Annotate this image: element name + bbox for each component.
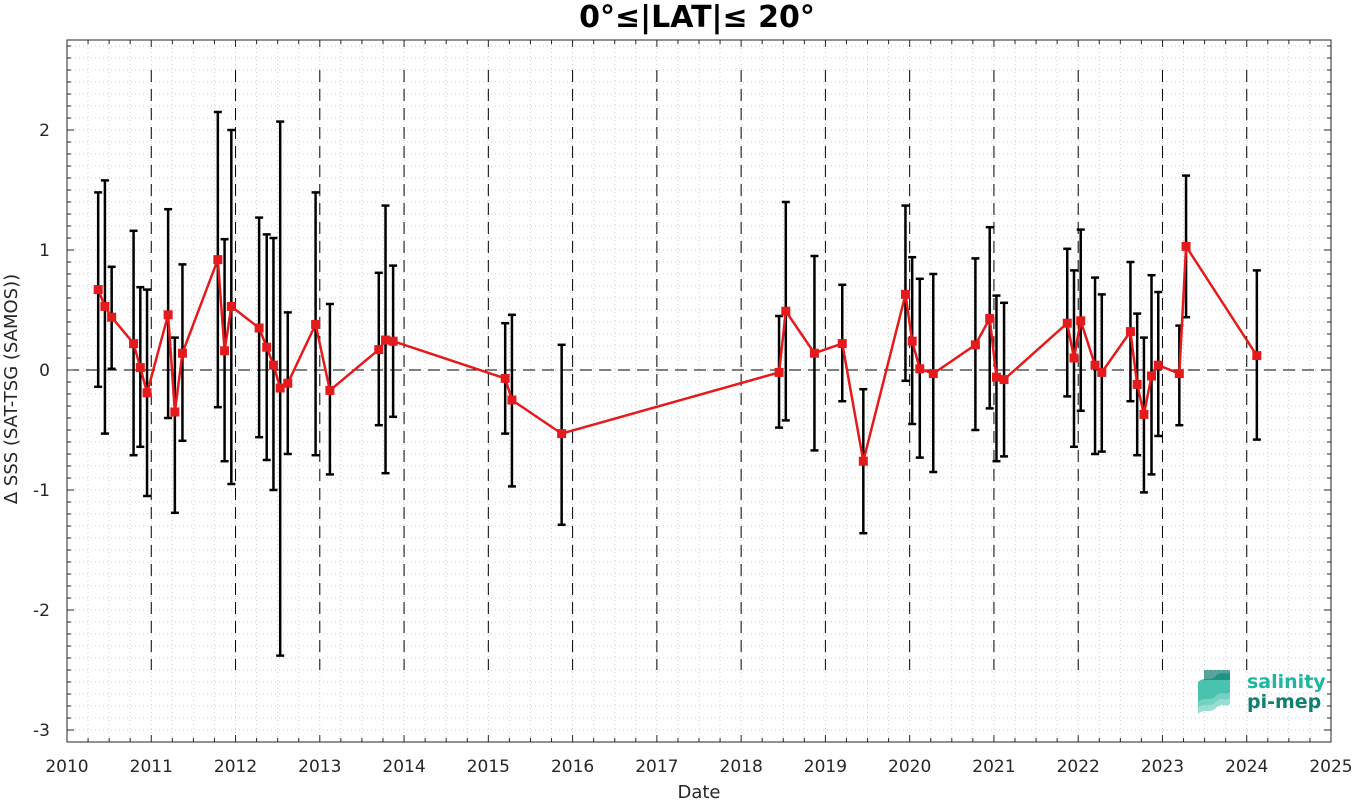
x-tick-label: 2016	[551, 757, 594, 777]
data-point	[1153, 360, 1163, 370]
data-point	[907, 336, 917, 346]
data-point	[970, 340, 980, 350]
data-point	[163, 310, 173, 320]
logo-mark-icon	[1198, 670, 1230, 714]
x-tick-label: 2022	[1057, 757, 1100, 777]
errorbar-layer	[94, 110, 1261, 657]
x-tick-label: 2017	[635, 757, 678, 777]
x-tick-label: 2024	[1225, 757, 1268, 777]
data-point	[254, 323, 264, 333]
data-point	[1062, 318, 1072, 328]
data-point	[1076, 316, 1086, 326]
salinity-pi-mep-logo: salinity pi-mep	[1198, 670, 1326, 714]
x-tick-label: 2013	[298, 757, 341, 777]
y-tick-label: 1	[39, 241, 50, 261]
data-point	[220, 346, 230, 356]
data-point	[374, 345, 384, 355]
data-point	[1147, 371, 1157, 381]
data-point	[142, 388, 152, 398]
data-point	[381, 335, 391, 345]
data-point	[1090, 360, 1100, 370]
tick-layer: 2010 2011 2012 2013 2014 2015 2016 2017 2018 2019…	[33, 40, 1353, 777]
data-point	[915, 364, 925, 374]
data-point	[93, 285, 103, 295]
data-point	[507, 395, 517, 405]
x-tick-label: 2018	[720, 757, 763, 777]
data-point	[107, 312, 117, 322]
data-point	[1181, 241, 1191, 251]
grid-layer	[67, 40, 1331, 743]
x-tick-label: 2023	[1141, 757, 1184, 777]
year-divider-layer	[150, 70, 1248, 670]
data-point	[985, 313, 995, 323]
data-point	[928, 369, 938, 379]
data-point	[388, 336, 398, 346]
logo-text-salinity: salinity	[1247, 671, 1326, 693]
logo-text-pi-mep: pi-mep	[1247, 691, 1321, 713]
x-tick-label: 2015	[467, 757, 510, 777]
data-point	[177, 348, 187, 358]
data-point	[129, 339, 139, 349]
y-tick-label: 0	[39, 361, 50, 381]
y-tick-label: -3	[33, 721, 50, 741]
data-point	[1139, 409, 1149, 419]
data-point	[1174, 369, 1184, 379]
x-tick-label: 2025	[1309, 757, 1352, 777]
data-point	[557, 429, 567, 439]
data-point	[991, 372, 1001, 382]
data-point	[268, 360, 278, 370]
data-point	[262, 342, 272, 352]
data-point	[837, 339, 847, 349]
x-tick-label: 2019	[804, 757, 847, 777]
data-point	[500, 373, 510, 383]
chart-title: 0°≤|LAT|≤ 20°	[579, 0, 815, 35]
data-point	[781, 306, 791, 316]
data-point	[1125, 327, 1135, 337]
x-tick-label: 2010	[45, 757, 88, 777]
y-axis-label: Δ SSS (SAT-TSG (SAMOS))	[1, 274, 22, 504]
data-point	[774, 367, 784, 377]
data-point	[858, 456, 868, 466]
data-point	[226, 301, 236, 311]
series-layer	[93, 241, 1262, 466]
data-point	[135, 363, 145, 373]
data-point	[311, 319, 321, 329]
data-point	[1069, 353, 1079, 363]
data-point	[809, 348, 819, 358]
x-axis-label: Date	[677, 782, 720, 801]
x-tick-label: 2012	[214, 757, 257, 777]
x-tick-label: 2021	[972, 757, 1015, 777]
data-point	[1252, 351, 1262, 361]
x-tick-label: 2011	[130, 757, 173, 777]
y-tick-label: -1	[33, 481, 50, 501]
data-point	[275, 383, 285, 393]
data-point	[1132, 379, 1142, 389]
data-point	[325, 385, 335, 395]
data-point	[213, 255, 223, 265]
data-point	[999, 375, 1009, 385]
data-point	[170, 407, 180, 417]
y-tick-label: -2	[33, 601, 50, 621]
y-tick-label: 2	[39, 121, 50, 141]
x-tick-label: 2014	[382, 757, 425, 777]
data-point	[900, 289, 910, 299]
x-tick-label: 2020	[888, 757, 931, 777]
data-point	[100, 301, 110, 311]
data-point	[1097, 367, 1107, 377]
data-point	[283, 378, 293, 388]
